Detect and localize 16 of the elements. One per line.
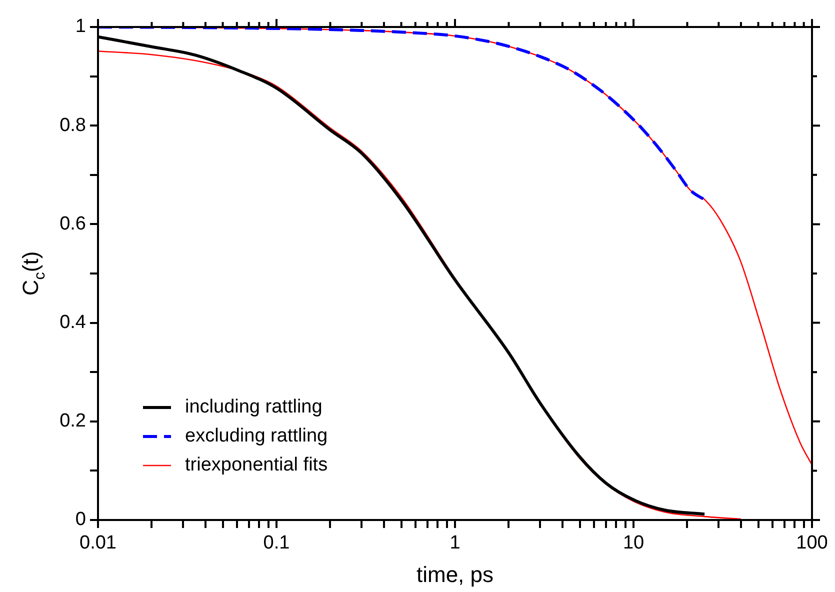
y-tick-label: 0.6 — [60, 213, 86, 234]
y-tick-label: 0.8 — [60, 114, 86, 136]
x-tick-label: 0.01 — [80, 532, 116, 554]
x-tick-label: 0.1 — [263, 532, 290, 554]
x-axis-title: time, ps — [416, 562, 494, 587]
legend-label: excluding rattling — [185, 426, 328, 447]
x-tick-label: 10 — [622, 532, 644, 554]
legend-label: triexponential fits — [185, 454, 328, 476]
y-tick-label: 0 — [75, 509, 86, 530]
y-axis-title: Cc(t) — [18, 251, 49, 296]
legend-label: including rattling — [185, 396, 322, 418]
y-tick-label: 1 — [75, 16, 86, 38]
y-tick-label: 0.2 — [60, 410, 86, 432]
y-tick-label: 0.4 — [60, 312, 86, 334]
x-tick-label: 1 — [450, 532, 460, 554]
x-tick-label: 100 — [796, 532, 828, 554]
